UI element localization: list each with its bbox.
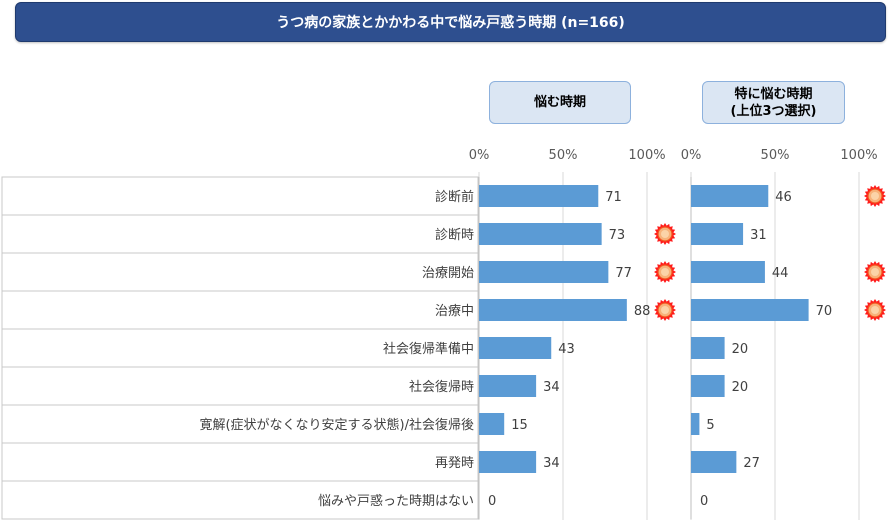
bar [691, 451, 737, 473]
panel-title-right-line2: (上位3つ選択) [730, 103, 817, 119]
x-tick-label-1: 50% [549, 148, 578, 163]
data-label: 46 [775, 190, 792, 205]
data-label: 27 [743, 456, 760, 471]
category-row-5 [1, 328, 479, 368]
category-row-8 [1, 442, 479, 482]
data-label: 15 [511, 418, 528, 433]
data-label: 70 [816, 304, 833, 319]
x-tick-label-2: 0% [681, 148, 702, 163]
category-label: 社会復帰時 [409, 379, 474, 395]
bar [479, 413, 505, 435]
x-tick-label-1: 0% [469, 148, 490, 163]
category-label: 悩みや戸惑った時期はない [318, 493, 474, 509]
bar [479, 299, 627, 321]
data-label: 44 [772, 266, 789, 281]
bar [479, 337, 552, 359]
category-label: 再発時 [435, 456, 474, 471]
data-label: 0 [700, 494, 708, 509]
category-row-2 [1, 214, 479, 254]
category-row-3 [1, 252, 479, 292]
bar [691, 413, 700, 435]
category-row-7 [1, 404, 479, 444]
category-row-9 [1, 480, 479, 520]
data-label: 88 [634, 304, 651, 319]
bar [691, 223, 744, 245]
category-label: 治療開始 [422, 266, 474, 281]
category-label: 診断前 [435, 189, 474, 205]
data-label: 5 [706, 418, 714, 433]
highlight-marker-center [871, 306, 879, 314]
bar [691, 261, 765, 283]
panel-title-left: 悩む時期 [489, 81, 631, 124]
highlight-marker-center [871, 192, 879, 200]
category-row-1 [1, 176, 479, 216]
data-label: 20 [732, 380, 749, 395]
highlight-marker-center [661, 230, 669, 238]
bar [479, 451, 537, 473]
data-label: 43 [558, 342, 575, 357]
bar [479, 223, 602, 245]
bar [691, 299, 809, 321]
category-label: 社会復帰準備中 [383, 341, 474, 357]
category-row-4 [1, 290, 479, 330]
bar [479, 261, 609, 283]
bar [691, 337, 725, 359]
data-label: 77 [615, 266, 632, 281]
panel-title-right: 特に悩む時期 (上位3つ選択) [702, 81, 845, 124]
category-label: 寛解(症状がなくなり安定する状態)/社会復帰後 [199, 417, 474, 433]
x-tick-label-2: 50% [761, 148, 790, 163]
category-label: 治療中 [435, 304, 474, 319]
category-row-6 [1, 366, 479, 406]
data-label: 31 [750, 228, 767, 243]
data-label: 34 [543, 456, 560, 471]
category-label: 診断時 [435, 227, 474, 243]
bar [479, 185, 599, 207]
x-tick-label-1: 100% [628, 148, 665, 163]
bar [691, 375, 725, 397]
chart-title: うつ病の家族とかかわる中で悩み戸惑う時期 (n=166) [15, 2, 886, 42]
x-tick-label-2: 100% [840, 148, 877, 163]
highlight-marker-center [661, 306, 669, 314]
data-label: 34 [543, 380, 560, 395]
highlight-marker-center [661, 268, 669, 276]
bar [479, 375, 537, 397]
bar [691, 185, 769, 207]
data-label: 71 [605, 190, 622, 205]
panel-title-right-line1: 特に悩む時期 [734, 86, 813, 102]
data-label: 73 [609, 228, 626, 243]
highlight-marker-center [871, 268, 879, 276]
data-label: 0 [488, 494, 496, 509]
data-label: 20 [732, 342, 749, 357]
